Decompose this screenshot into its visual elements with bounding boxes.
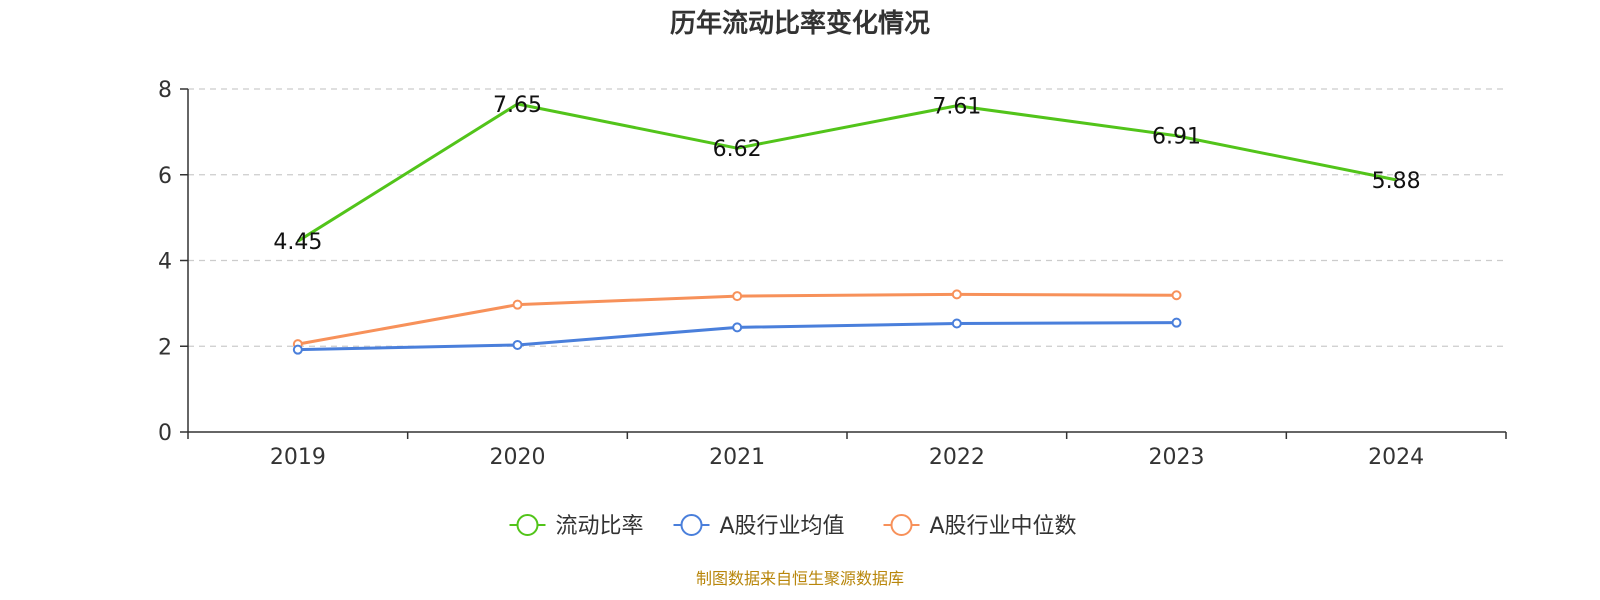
x-tick-label: 2024 xyxy=(1368,445,1424,470)
source-note: 制图数据来自恒生聚源数据库 xyxy=(696,569,904,588)
series-lines xyxy=(292,102,1397,355)
data-point xyxy=(951,318,962,329)
data-point xyxy=(512,299,523,310)
legend-marker xyxy=(890,514,913,536)
legend-label: A股行业中位数 xyxy=(930,514,1077,539)
legend-item[interactable]: 流动比率 xyxy=(509,514,644,539)
data-label: 6.62 xyxy=(713,137,762,162)
x-tick-label: 2023 xyxy=(1149,445,1205,470)
data-label: 6.91 xyxy=(1152,125,1201,150)
data-label: 4.45 xyxy=(273,230,322,255)
legend-item[interactable]: A股行业均值 xyxy=(673,514,845,539)
data-point xyxy=(1171,317,1182,328)
data-label: 7.61 xyxy=(932,95,981,120)
axes: 0 2 4 6 8 2019 2020 2021 2022 2023 2024 xyxy=(158,78,1507,470)
y-tick-label: 6 xyxy=(158,164,172,189)
chart-title: 历年流动比率变化情况 xyxy=(670,8,930,39)
legend: 流动比率 A股行业均值 A股行业中位数 xyxy=(509,514,1077,539)
data-point xyxy=(292,344,303,355)
x-tick-label: 2022 xyxy=(929,445,985,470)
y-tick-label: 8 xyxy=(158,78,172,103)
data-point xyxy=(951,289,962,300)
y-tick-label: 4 xyxy=(158,250,172,275)
data-label: 5.88 xyxy=(1372,169,1421,194)
legend-label: 流动比率 xyxy=(556,514,644,539)
data-point xyxy=(732,322,743,333)
x-tick-label: 2019 xyxy=(270,445,326,470)
x-tick-label: 2021 xyxy=(709,445,765,470)
legend-marker xyxy=(680,514,703,536)
data-label: 7.65 xyxy=(493,93,542,118)
data-point xyxy=(732,291,743,302)
data-point xyxy=(1171,290,1182,301)
y-tick-label: 2 xyxy=(158,335,172,360)
series-line xyxy=(297,102,1397,243)
x-tick-label: 2020 xyxy=(490,445,546,470)
data-point xyxy=(512,339,523,350)
legend-marker xyxy=(516,514,539,536)
legend-item[interactable]: A股行业中位数 xyxy=(883,514,1077,539)
series-line xyxy=(297,292,1177,346)
data-labels: 4.45 7.65 6.62 7.61 6.91 5.88 xyxy=(273,93,1420,255)
legend-label: A股行业均值 xyxy=(720,514,845,539)
y-tick-label: 0 xyxy=(158,421,172,446)
